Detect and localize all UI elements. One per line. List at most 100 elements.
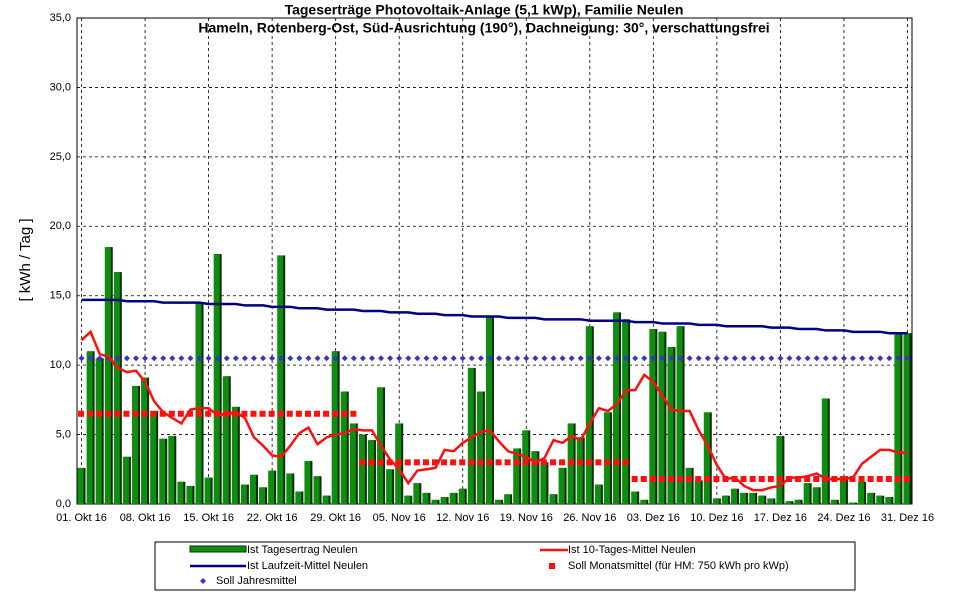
bar bbox=[767, 498, 774, 504]
square-marker bbox=[613, 459, 620, 466]
bar bbox=[259, 487, 266, 504]
diamond-marker bbox=[305, 355, 312, 362]
bar bbox=[631, 491, 638, 504]
bar bbox=[849, 502, 856, 504]
bar bbox=[576, 437, 583, 504]
bar bbox=[150, 410, 157, 504]
bar bbox=[240, 484, 247, 504]
x-tick-label: 15. Okt 16 bbox=[183, 512, 234, 524]
diamond-marker bbox=[287, 355, 294, 362]
bar bbox=[104, 247, 111, 504]
square-marker bbox=[622, 459, 629, 466]
bar bbox=[168, 435, 175, 504]
bar bbox=[367, 440, 374, 504]
square-marker bbox=[677, 476, 684, 483]
x-tick-label: 22. Okt 16 bbox=[247, 512, 298, 524]
diamond-marker bbox=[332, 355, 339, 362]
bar bbox=[95, 358, 102, 504]
bar bbox=[404, 495, 411, 504]
diamond-marker bbox=[178, 355, 185, 362]
bar bbox=[758, 495, 765, 504]
diamond-marker bbox=[396, 355, 403, 362]
square-marker bbox=[250, 410, 257, 417]
bar bbox=[585, 326, 592, 504]
bar bbox=[113, 272, 120, 504]
diamond-marker bbox=[323, 355, 330, 362]
bar bbox=[340, 391, 347, 504]
legend-label: Ist Tagesertrag Neulen bbox=[247, 544, 357, 556]
bar bbox=[803, 483, 810, 504]
square-marker bbox=[903, 476, 910, 483]
legend-label: Soll Jahresmittel bbox=[216, 575, 297, 587]
bar bbox=[658, 331, 665, 504]
legend-symbol bbox=[200, 578, 206, 584]
bar bbox=[867, 492, 874, 504]
bar bbox=[885, 497, 892, 504]
bar bbox=[640, 499, 647, 504]
bar bbox=[794, 499, 801, 504]
diamond-marker bbox=[759, 355, 766, 362]
bar bbox=[712, 498, 719, 504]
square-marker bbox=[876, 476, 883, 483]
bar bbox=[86, 351, 93, 504]
square-marker bbox=[395, 459, 402, 466]
diamond-marker bbox=[260, 355, 267, 362]
square-marker bbox=[259, 410, 266, 417]
square-marker bbox=[422, 459, 429, 466]
diamond-marker bbox=[423, 355, 430, 362]
bar bbox=[286, 473, 293, 504]
diamond-marker bbox=[223, 355, 230, 362]
square-marker bbox=[695, 476, 702, 483]
diamond-marker bbox=[695, 355, 702, 362]
bar bbox=[721, 495, 728, 504]
y-tick-label: 25,0 bbox=[50, 151, 71, 163]
bar bbox=[622, 319, 629, 504]
bar bbox=[177, 481, 184, 504]
square-marker bbox=[359, 459, 366, 466]
square-marker bbox=[513, 459, 520, 466]
y-tick-label: 20,0 bbox=[50, 220, 71, 232]
diamond-marker bbox=[741, 355, 748, 362]
legend-label: Soll Monatsmittel (für HM: 750 kWh pro k… bbox=[568, 560, 789, 572]
square-marker bbox=[141, 410, 148, 417]
bar bbox=[540, 462, 547, 504]
bar bbox=[440, 497, 447, 504]
diamond-marker bbox=[468, 355, 475, 362]
square-marker bbox=[504, 459, 511, 466]
plot-frame bbox=[76, 17, 913, 505]
diamond-marker bbox=[241, 355, 248, 362]
bar bbox=[204, 477, 211, 504]
square-marker bbox=[404, 459, 411, 466]
bar bbox=[249, 474, 256, 504]
square-marker bbox=[96, 410, 103, 417]
diamond-marker bbox=[378, 355, 385, 362]
diamond-marker bbox=[541, 355, 548, 362]
bar bbox=[467, 367, 474, 504]
square-marker bbox=[631, 476, 638, 483]
bar bbox=[268, 470, 275, 504]
bar bbox=[740, 492, 747, 504]
diamond-marker bbox=[232, 355, 239, 362]
y-axis-label: [ kWh / Tag ] bbox=[17, 218, 34, 301]
x-tick-label: 08. Okt 16 bbox=[120, 512, 171, 524]
diamond-marker bbox=[659, 355, 666, 362]
square-marker bbox=[268, 410, 275, 417]
x-tick-label: 01. Okt 16 bbox=[56, 512, 107, 524]
diamond-marker bbox=[577, 355, 584, 362]
diamond-marker bbox=[414, 355, 421, 362]
bar bbox=[785, 501, 792, 504]
bar bbox=[231, 406, 238, 504]
square-marker bbox=[849, 476, 856, 483]
square-marker bbox=[640, 476, 647, 483]
y-tick-label: 10,0 bbox=[50, 359, 71, 371]
diamond-marker bbox=[514, 355, 521, 362]
diamond-marker bbox=[732, 355, 739, 362]
square-marker bbox=[386, 459, 393, 466]
square-marker bbox=[150, 410, 157, 417]
diamond-marker bbox=[250, 355, 257, 362]
square-marker bbox=[232, 410, 239, 417]
square-marker bbox=[159, 410, 166, 417]
x-tick-label: 19. Nov 16 bbox=[500, 512, 553, 524]
diamond-marker bbox=[768, 355, 775, 362]
diamond-marker bbox=[123, 355, 130, 362]
